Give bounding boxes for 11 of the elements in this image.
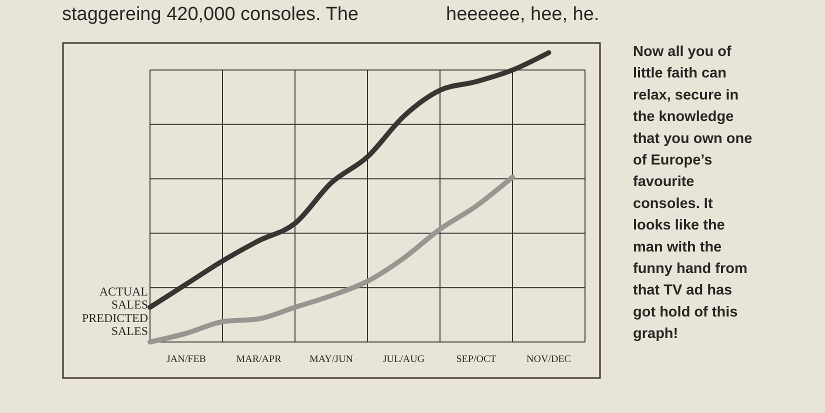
text: staggereing 420,000 consoles. The xyxy=(62,4,358,25)
x-tick-label: JUL/AUG xyxy=(382,354,425,365)
x-tick-label: SEP/OCT xyxy=(456,354,496,365)
x-tick-label: JAN/FEB xyxy=(166,354,206,365)
x-tick-label: NOV/DEC xyxy=(526,354,572,365)
series-label: ACTUAL SALES xyxy=(99,284,148,312)
series-label: PREDICTED SALES xyxy=(82,311,148,338)
text: Now all you of little faith can relax, secure in the knowledge that you own one of Europe’s favourite consoles. It looks like the man with the funny hand from that TV ad has got hold of this graph! xyxy=(633,44,752,342)
x-tick-label: MAY/JUN xyxy=(309,354,354,365)
text: heeeeee, hee, he. xyxy=(446,4,600,25)
x-tick-label: MAR/APR xyxy=(236,354,282,365)
